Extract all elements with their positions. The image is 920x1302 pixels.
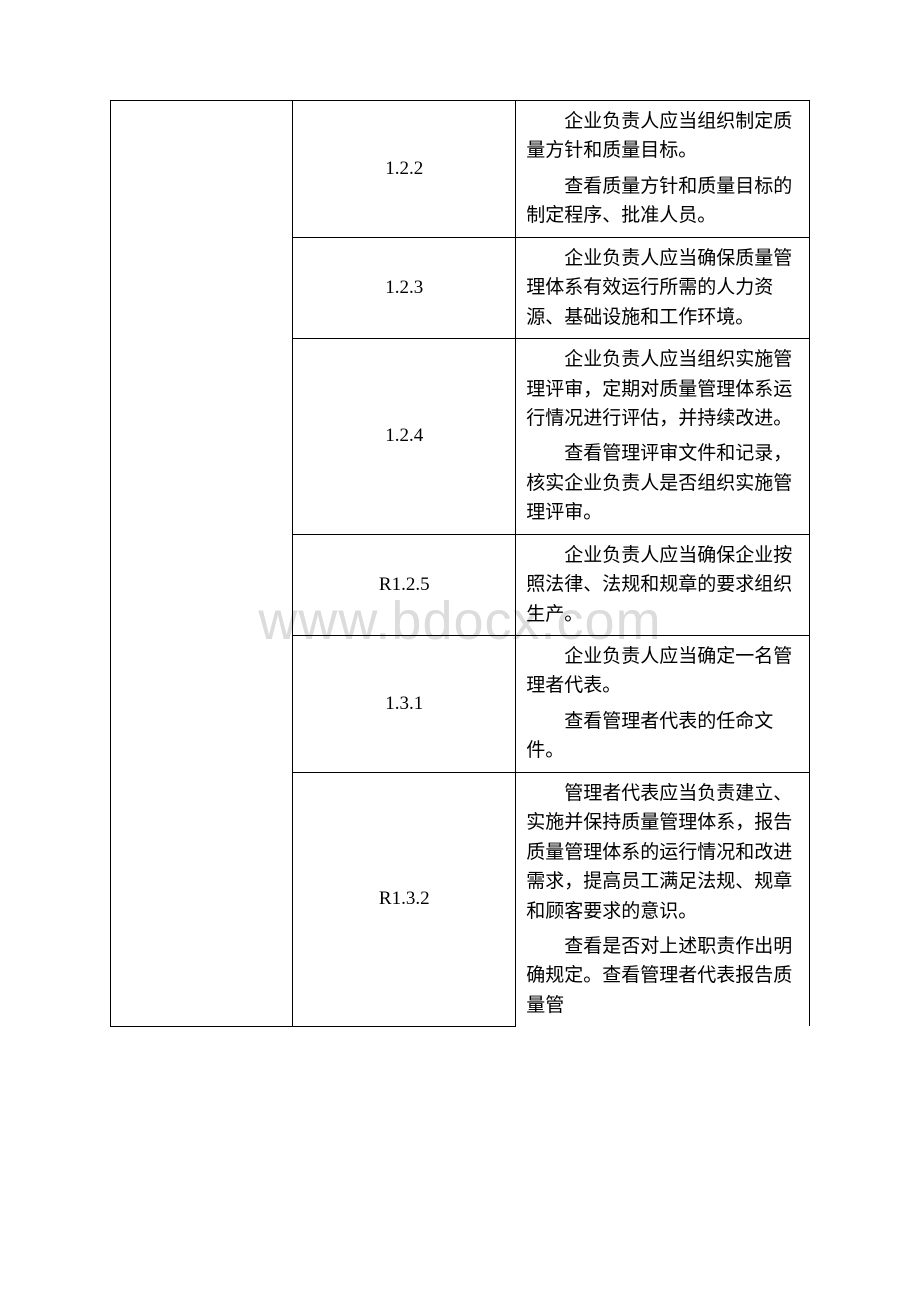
table-row: 1.2.2 企业负责人应当组织制定质量方针和质量目标。 查看质量方针和质量目标的… — [111, 101, 810, 238]
clause-cell: 1.2.3 — [293, 237, 516, 338]
content-cell: 企业负责人应当确保企业按照法律、法规和规章的要求组织生产。 — [516, 534, 810, 635]
clause-cell: 1.2.4 — [293, 339, 516, 535]
clause-cell: R1.3.2 — [293, 772, 516, 1026]
category-cell — [111, 101, 293, 1027]
clause-cell: 1.2.2 — [293, 101, 516, 238]
content-paragraph: 查看质量方针和质量目标的制定程序、批准人员。 — [526, 172, 799, 231]
content-cell: 企业负责人应当组织实施管理评审，定期对质量管理体系运行情况进行评估，并持续改进。… — [516, 339, 810, 535]
content-cell: 企业负责人应当组织制定质量方针和质量目标。 查看质量方针和质量目标的制定程序、批… — [516, 101, 810, 238]
content-paragraph: 查看管理评审文件和记录，核实企业负责人是否组织实施管理评审。 — [526, 439, 799, 527]
clause-cell: R1.2.5 — [293, 534, 516, 635]
content-cell: 管理者代表应当负责建立、实施并保持质量管理体系，报告质量管理体系的运行情况和改进… — [516, 772, 810, 1026]
content-cell: 企业负责人应当确保质量管理体系有效运行所需的人力资源、基础设施和工作环境。 — [516, 237, 810, 338]
content-paragraph: 查看是否对上述职责作出明确规定。查看管理者代表报告质量管 — [526, 932, 799, 1020]
content-paragraph: 管理者代表应当负责建立、实施并保持质量管理体系，报告质量管理体系的运行情况和改进… — [526, 779, 799, 926]
content-paragraph: 企业负责人应当确定一名管理者代表。 — [526, 642, 799, 701]
document-table-wrapper: 1.2.2 企业负责人应当组织制定质量方针和质量目标。 查看质量方针和质量目标的… — [110, 100, 810, 1027]
content-paragraph: 查看管理者代表的任命文件。 — [526, 707, 799, 766]
clause-cell: 1.3.1 — [293, 636, 516, 773]
content-paragraph: 企业负责人应当确保企业按照法律、法规和规章的要求组织生产。 — [526, 541, 799, 629]
content-paragraph: 企业负责人应当确保质量管理体系有效运行所需的人力资源、基础设施和工作环境。 — [526, 244, 799, 332]
content-paragraph: 企业负责人应当组织实施管理评审，定期对质量管理体系运行情况进行评估，并持续改进。 — [526, 345, 799, 433]
content-cell: 企业负责人应当确定一名管理者代表。 查看管理者代表的任命文件。 — [516, 636, 810, 773]
regulation-table: 1.2.2 企业负责人应当组织制定质量方针和质量目标。 查看质量方针和质量目标的… — [110, 100, 810, 1027]
content-paragraph: 企业负责人应当组织制定质量方针和质量目标。 — [526, 107, 799, 166]
